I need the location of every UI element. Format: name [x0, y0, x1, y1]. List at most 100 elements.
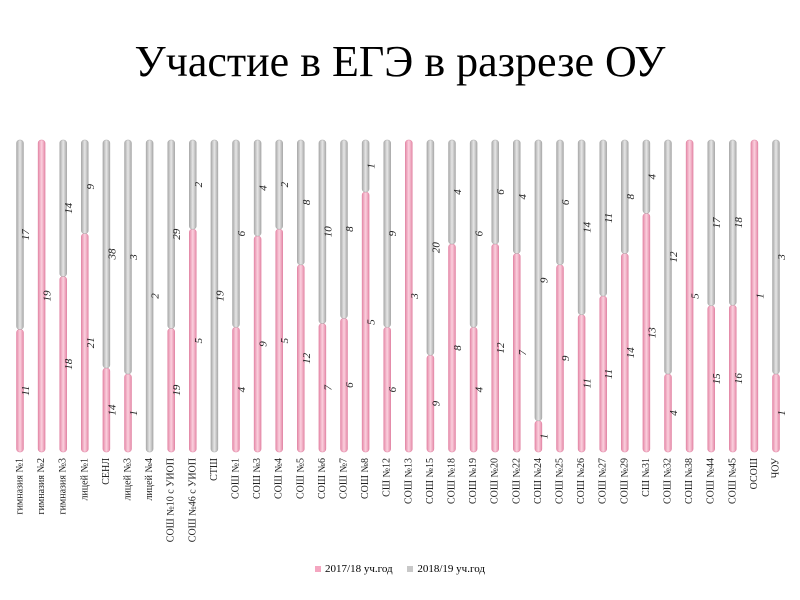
- data-label-series-1-9: 5: [193, 337, 205, 343]
- data-label-series-2-10: 19: [214, 290, 226, 302]
- category-label-25: СОШ №24: [533, 458, 544, 504]
- data-label-series-2-13: 2: [279, 181, 291, 187]
- bar-series-2-30: [642, 139, 651, 214]
- bar-series-2-23: [491, 139, 499, 245]
- bar-series-2-14: [297, 139, 305, 266]
- chart-legend: 2017/18 уч.год 2018/19 уч.год: [0, 563, 800, 575]
- data-label-series-2-15: 10: [322, 226, 334, 238]
- category-label-12: СОШ №3: [252, 458, 263, 499]
- category-label-18: СШ №12: [382, 458, 393, 497]
- data-label-series-2-24: 4: [517, 193, 529, 199]
- category-label-35: ОСОШ: [749, 458, 760, 489]
- bar-series-2-8: [167, 139, 175, 329]
- data-label-series-1-1: 11: [20, 386, 32, 396]
- data-label-series-2-27: 14: [582, 221, 594, 233]
- data-label-series-2-1: 17: [20, 229, 32, 241]
- bar-series-2-15: [318, 139, 327, 324]
- category-label-9: СОШ №46 с УИОП: [187, 458, 198, 542]
- category-label-33: СОШ №44: [706, 458, 717, 504]
- data-label-series-2-5: 38: [106, 248, 118, 261]
- data-label-series-2-11: 6: [236, 230, 248, 236]
- data-label-series-1-21: 8: [452, 345, 464, 351]
- category-label-26: СОШ №25: [555, 458, 566, 504]
- data-label-series-1-22: 4: [474, 386, 486, 392]
- bar-series-2-6: [124, 139, 132, 375]
- legend-label-series-2: 2018/19 уч.год: [417, 563, 485, 575]
- data-label-series-2-31: 12: [668, 251, 680, 263]
- data-label-series-1-28: 11: [603, 369, 615, 379]
- bar-series-2-3: [59, 139, 67, 277]
- category-label-14: СОШ №5: [295, 458, 306, 499]
- data-label-series-1-8: 19: [171, 384, 183, 396]
- data-label-series-2-30: 4: [646, 173, 658, 179]
- data-label-series-1-34: 16: [733, 373, 745, 385]
- data-label-series-1-26: 9: [560, 355, 572, 361]
- bar-series-2-34: [729, 139, 737, 306]
- category-label-21: СОШ №18: [447, 458, 458, 504]
- legend-swatch-series-2: [407, 566, 414, 572]
- data-label-series-2-9: 2: [193, 181, 205, 187]
- data-label-series-1-35: 1: [754, 293, 766, 299]
- bar-series-2-1: [16, 139, 24, 330]
- bar-series-2-24: [513, 139, 521, 254]
- bar-series-2-29: [621, 139, 629, 254]
- data-label-series-1-13: 5: [279, 337, 291, 343]
- data-label-series-1-32: 5: [690, 293, 702, 299]
- data-label-series-2-28: 11: [603, 213, 615, 223]
- data-label-series-2-16: 8: [344, 226, 356, 232]
- category-label-3: гимназия №3: [58, 458, 69, 515]
- bar-series-2-4: [81, 139, 89, 234]
- bar-series-2-7: [145, 139, 154, 453]
- data-label-series-1-6: 1: [128, 410, 140, 416]
- category-label-24: СОШ №22: [511, 458, 522, 504]
- data-label-series-1-17: 5: [366, 319, 378, 325]
- category-label-27: СОШ №26: [576, 458, 587, 504]
- category-label-30: СШ №31: [641, 458, 652, 497]
- category-label-7: лицей №4: [144, 458, 155, 501]
- data-label-series-1-27: 11: [582, 378, 594, 388]
- category-label-5: СЕНЛ: [101, 458, 112, 485]
- data-label-series-2-22: 6: [474, 230, 486, 236]
- bar-series-2-21: [448, 139, 456, 245]
- legend-label-series-1: 2017/18 уч.год: [325, 563, 393, 575]
- category-label-10: СТШ: [209, 458, 220, 481]
- category-label-22: СОШ №19: [468, 458, 479, 504]
- data-label-series-1-18: 6: [387, 386, 399, 392]
- category-label-2: гимназия №2: [36, 458, 47, 515]
- bar-series-2-18: [383, 139, 391, 328]
- bar-series-2-5: [102, 139, 111, 369]
- bar-series-2-13: [275, 139, 283, 230]
- data-label-series-1-14: 12: [301, 352, 313, 364]
- category-label-28: СОШ №27: [598, 458, 609, 504]
- category-label-8: СОШ №10 с УИОП: [166, 458, 177, 542]
- data-label-series-1-33: 15: [711, 373, 723, 385]
- category-label-13: СОШ №4: [274, 458, 285, 499]
- bar-series-2-28: [599, 139, 607, 297]
- data-label-series-2-34: 18: [733, 217, 745, 229]
- category-label-15: СОШ №6: [317, 458, 328, 499]
- data-label-series-2-29: 8: [625, 193, 637, 199]
- bar-series-2-9: [189, 139, 197, 230]
- data-label-series-2-17: 1: [366, 163, 378, 169]
- category-label-16: СОШ №7: [339, 458, 350, 499]
- data-label-series-1-12: 9: [258, 341, 270, 347]
- data-label-series-2-14: 8: [301, 199, 313, 205]
- bar-series-1-35: [750, 139, 759, 453]
- category-label-17: СОШ №8: [360, 458, 371, 499]
- category-label-4: лицей №1: [79, 458, 90, 501]
- data-label-series-2-7: 2: [150, 293, 162, 299]
- legend-item-series-2: 2018/19 уч.год: [407, 563, 485, 575]
- data-label-series-2-3: 14: [63, 202, 75, 214]
- data-label-series-1-19: 3: [409, 293, 421, 300]
- data-label-series-2-26: 6: [560, 199, 572, 205]
- data-label-series-2-33: 17: [711, 217, 723, 229]
- bar-series-2-17: [361, 139, 370, 193]
- category-label-1: гимназия №1: [15, 458, 26, 515]
- data-label-series-1-15: 7: [322, 385, 334, 391]
- data-label-series-2-4: 9: [85, 184, 97, 190]
- category-label-20: СОШ №15: [425, 458, 436, 504]
- legend-swatch-series-1: [315, 566, 322, 572]
- category-label-32: СОШ №38: [684, 458, 695, 504]
- bar-series-2-11: [232, 139, 240, 328]
- stacked-bar-chart: 1117191814219143813219295219469452128710…: [15, 139, 788, 542]
